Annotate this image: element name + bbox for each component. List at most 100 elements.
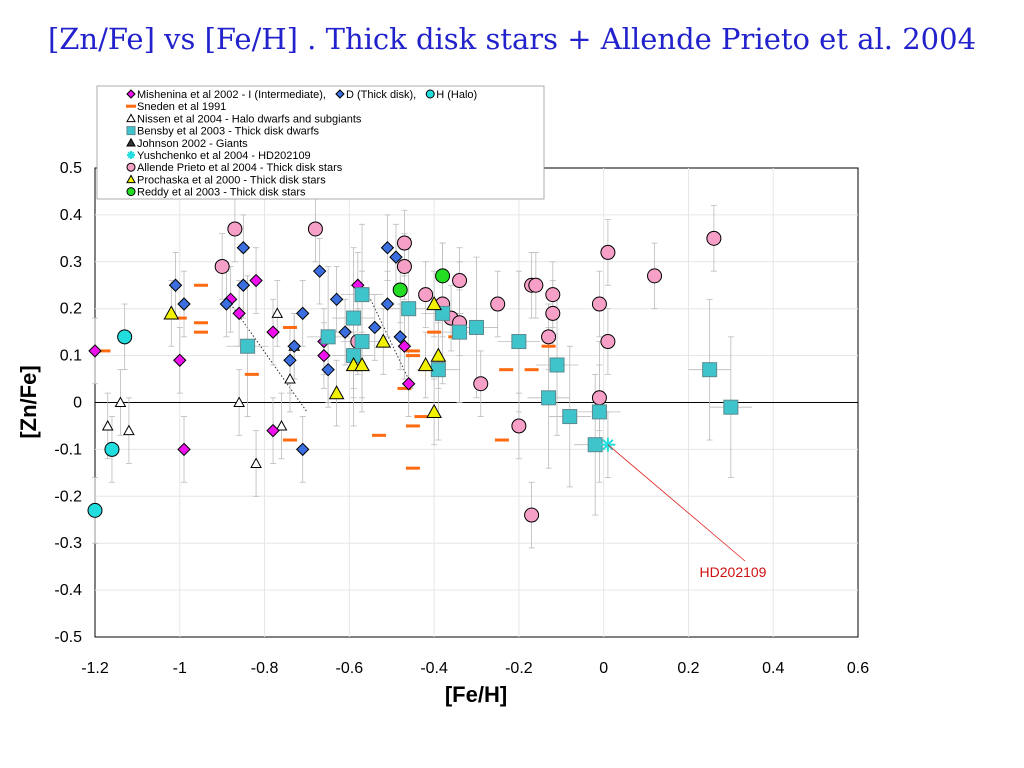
data-point <box>320 329 336 345</box>
y-tick-labels: 0.5 0.4 0.3 0.2 0.1 0 -0.1 -0.2 -0.3 -0.4 -0.5 <box>54 160 82 646</box>
data-point <box>214 258 230 274</box>
data-point <box>380 241 395 255</box>
data-point <box>295 442 310 457</box>
data-point <box>266 423 280 438</box>
legend-marker <box>126 162 136 172</box>
legend-label: Johnson 2002 - Giants <box>137 138 248 150</box>
x-tick-label: -1 <box>173 660 187 677</box>
annotation-leader-line <box>607 444 746 562</box>
data-point <box>473 376 489 392</box>
legend-marker <box>126 126 136 136</box>
legend-marker <box>126 89 136 99</box>
data-point <box>545 287 561 303</box>
data-point <box>354 287 370 303</box>
legend-label: H (Halo) <box>436 89 477 101</box>
data-point <box>177 297 191 311</box>
x-tick-label: -0.4 <box>420 660 448 677</box>
data-point <box>250 457 262 468</box>
data-point <box>435 268 451 284</box>
data-point <box>430 347 447 362</box>
data-point <box>490 296 506 312</box>
x-tick-label: -0.2 <box>505 660 533 677</box>
data-point <box>430 362 446 378</box>
x-axis-title: [Fe/H] <box>445 682 507 707</box>
hd202109-annotation: HD202109 <box>607 444 767 580</box>
legend: Mishenina et al 2002 - I (Intermediate),… <box>96 85 545 200</box>
data-point <box>307 221 323 237</box>
data-point <box>287 339 301 353</box>
y-tick-label: -0.1 <box>54 441 82 458</box>
data-point <box>452 324 468 340</box>
data-point <box>396 258 412 274</box>
data-point <box>219 297 234 311</box>
data-point <box>469 319 484 335</box>
data-point <box>163 305 180 320</box>
data-point <box>426 403 442 418</box>
data-point <box>321 362 335 377</box>
data-point <box>354 334 370 350</box>
data-point <box>354 356 370 372</box>
dotted-guide-line <box>230 303 308 413</box>
data-point <box>328 385 345 400</box>
data-point <box>266 325 280 339</box>
data-point <box>283 353 297 367</box>
data-point <box>418 287 434 303</box>
data-point <box>393 330 407 344</box>
y-axis-title: [Zn/Fe] <box>16 365 41 438</box>
y-tick-label: 0 <box>73 395 82 412</box>
dotted-guide-lines <box>230 299 414 413</box>
legend-label: Prochaska et al 2000 - Thick disk stars <box>137 174 326 186</box>
legend-label: Sneden et al 1991 <box>137 101 226 113</box>
data-point <box>275 419 288 431</box>
data-point <box>317 348 331 363</box>
data-point <box>123 424 135 436</box>
data-point <box>104 441 120 457</box>
data-point <box>271 307 284 318</box>
data-point <box>236 278 251 292</box>
data-point <box>452 273 468 289</box>
y-tick-label: -0.4 <box>54 582 82 599</box>
legend-label: Yushchenko et al 2004 - HD202109 <box>137 150 311 162</box>
data-point <box>236 241 251 255</box>
x-tick-label: 0.2 <box>677 660 699 677</box>
y-tick-label: 0.5 <box>60 160 82 177</box>
data-point <box>312 264 327 278</box>
legend-label: Bensby et al 2003 - Thick disk dwarfs <box>137 126 319 138</box>
legend-label: Nissen et al 2004 - Halo dwarfs and subg… <box>137 113 362 125</box>
data-point <box>101 419 114 431</box>
data-point <box>417 356 434 372</box>
data-point <box>591 404 607 420</box>
data-point <box>284 373 296 384</box>
legend-label: Reddy et al 2003 - Thick disk stars <box>137 187 306 199</box>
data-point <box>591 390 607 406</box>
data-point <box>227 221 243 237</box>
data-point <box>591 296 607 312</box>
data-point <box>562 409 578 425</box>
data-point <box>380 297 395 311</box>
data-point <box>600 244 616 260</box>
data-point <box>338 325 352 339</box>
x-tick-label: -0.8 <box>251 660 279 677</box>
data-point <box>397 339 412 353</box>
data-point <box>723 399 739 415</box>
x-tick-label: 0.4 <box>762 660 784 677</box>
y-tick-label: -0.3 <box>54 535 82 552</box>
data-points <box>87 221 739 523</box>
data-point <box>232 306 246 321</box>
data-point <box>375 333 392 348</box>
y-tick-label: 0.4 <box>60 207 82 224</box>
data-point <box>549 357 565 373</box>
legend-label: Mishenina et al 2002 - I (Intermediate), <box>137 89 326 101</box>
data-point <box>177 442 191 457</box>
legend-marker <box>126 187 136 197</box>
data-point <box>295 306 310 321</box>
legend-marker <box>126 137 136 147</box>
data-point <box>528 277 544 293</box>
x-tick-label: 0.6 <box>847 660 869 677</box>
x-tick-label: -0.6 <box>336 660 364 677</box>
legend-label: D (Thick disk), <box>346 89 416 101</box>
data-point <box>511 418 527 434</box>
data-point <box>401 301 417 317</box>
data-point <box>541 329 557 345</box>
data-point <box>173 353 187 367</box>
